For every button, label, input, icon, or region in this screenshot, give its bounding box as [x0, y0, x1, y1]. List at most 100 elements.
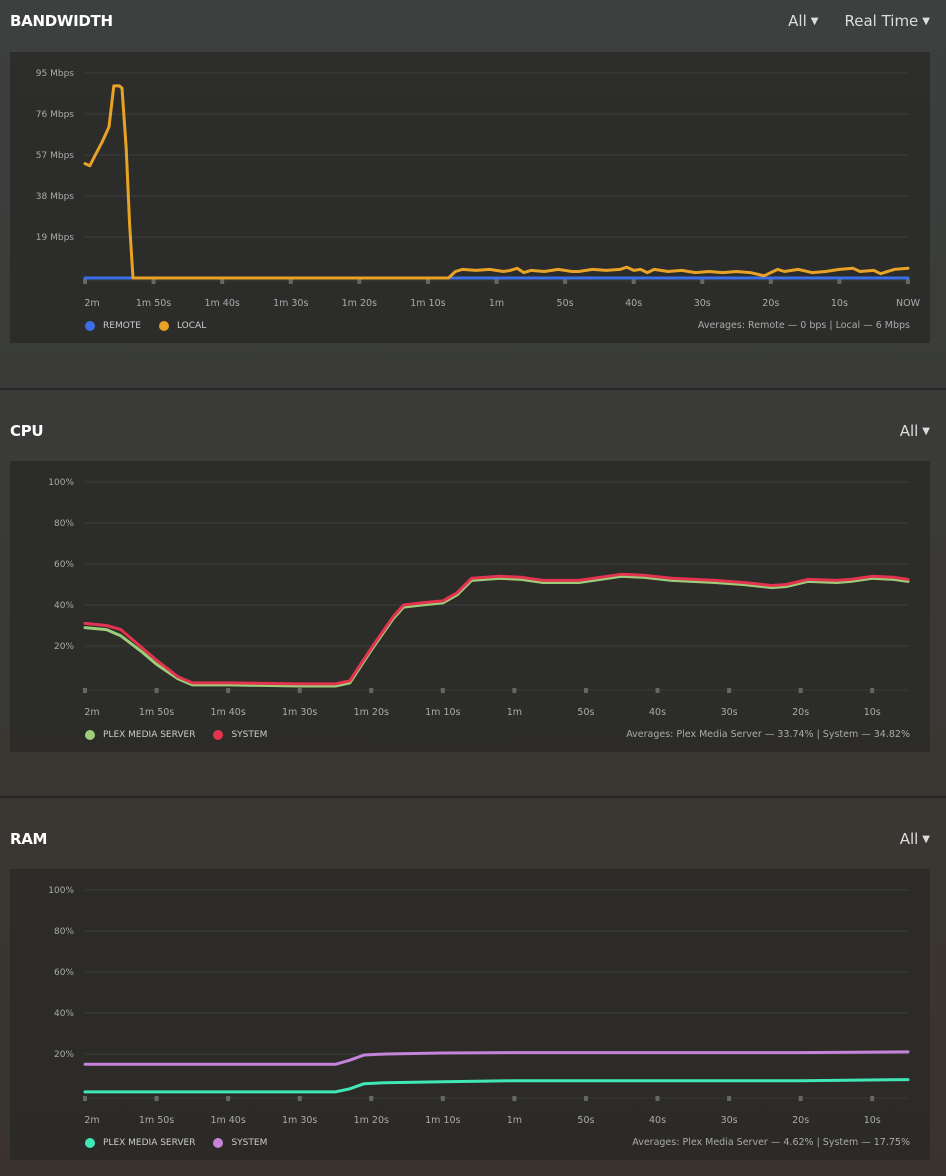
x-tick-mark	[297, 688, 302, 693]
cpu-section: CPU All ▼ 20% 40% 60% 80% 100% 2m 1m 50s 1m 40s 1…	[0, 388, 946, 796]
legend-dot	[85, 1138, 95, 1148]
x-tick-mark	[425, 279, 430, 284]
x-tick-label: 10s	[831, 298, 848, 309]
legend-plex[interactable]: PLEX MEDIA SERVER	[85, 1138, 195, 1148]
legend-remote[interactable]: REMOTE	[85, 321, 141, 331]
section-title: RAM	[10, 830, 48, 848]
averages-text: Averages: Remote — 0 bps | Local — 6 Mbp…	[697, 320, 910, 331]
dropdown-label: Real Time	[844, 12, 919, 30]
x-tick-label: 2m	[84, 298, 99, 309]
section-title: BANDWIDTH	[10, 12, 113, 30]
series-line-system	[83, 1050, 910, 1066]
x-tick-label: 1m 50s	[139, 1115, 174, 1126]
x-tick-label: 1m 40s	[204, 298, 239, 309]
x-tick-label: 1m 30s	[282, 1115, 317, 1126]
filter-dropdown[interactable]: All ▼	[788, 12, 818, 30]
x-tick-mark	[83, 688, 87, 693]
legend-dot	[213, 1138, 224, 1148]
x-tick-label: 1m 50s	[139, 707, 174, 718]
x-tick-mark	[83, 1096, 87, 1101]
x-tick-label: 1m 30s	[273, 298, 308, 309]
section-title: CPU	[10, 422, 44, 440]
bandwidth-chart: 19 Mbps 38 Mbps 57 Mbps 76 Mbps 95 Mbps 2m 1m …	[10, 52, 930, 343]
x-tick-mark	[512, 1096, 517, 1101]
x-tick-mark	[154, 688, 159, 693]
x-tick-mark	[563, 279, 568, 284]
x-tick-mark	[226, 1096, 231, 1101]
x-tick-mark	[369, 688, 374, 693]
series-line-local	[83, 84, 910, 280]
x-tick-mark	[727, 688, 732, 693]
legend-label: REMOTE	[103, 321, 141, 331]
x-tick-label: 1m 20s	[354, 707, 389, 718]
legend-dot	[213, 730, 224, 740]
series-line-plex-media-server	[83, 1078, 910, 1094]
legend-dot	[158, 321, 169, 331]
x-tick-label: 10s	[864, 707, 881, 718]
timespan-dropdown[interactable]: Real Time ▼	[844, 12, 930, 30]
y-tick-label: 100%	[48, 478, 74, 488]
ram-section: RAM All ▼ 20% 40% 60% 80% 100% 2m 1m 50s 1m 40s 1…	[0, 796, 946, 1176]
x-tick-mark	[906, 279, 910, 284]
legend-system[interactable]: SYSTEM	[213, 1138, 267, 1148]
dropdown-label: All	[788, 12, 807, 30]
legend-system[interactable]: SYSTEM	[213, 730, 267, 740]
x-tick-label: 20s	[792, 707, 809, 718]
averages-text: Averages: Plex Media Server — 33.74% | S…	[626, 729, 910, 740]
legend-local[interactable]: LOCAL	[158, 321, 206, 331]
x-tick-mark	[727, 1096, 732, 1101]
y-tick-label: 19 Mbps	[36, 233, 75, 243]
y-tick-label: 57 Mbps	[36, 151, 75, 161]
x-tick-label: 1m	[507, 1115, 522, 1126]
y-tick-label: 20%	[54, 1050, 74, 1060]
x-tick-label: 40s	[649, 1115, 666, 1126]
y-tick-label: 60%	[54, 560, 74, 570]
filter-dropdown[interactable]: All ▼	[900, 422, 930, 440]
ram-chart: 20% 40% 60% 80% 100% 2m 1m 50s 1m 40s 1m 30s 1m 2…	[10, 869, 930, 1160]
x-tick-mark	[83, 279, 87, 284]
legend-dot	[85, 321, 95, 331]
caret-down-icon: ▼	[922, 833, 930, 845]
bandwidth-section: BANDWIDTH All ▼ Real Time ▼ 19 Mbps 38 Mbps…	[0, 0, 946, 388]
x-tick-label: 30s	[694, 298, 711, 309]
cpu-chart: 20% 40% 60% 80% 100% 2m 1m 50s 1m 40s 1m 30s 1m 2…	[10, 461, 930, 752]
x-tick-label: 2m	[84, 1115, 99, 1126]
x-tick-label: 20s	[762, 298, 779, 309]
legend-label: SYSTEM	[231, 1138, 268, 1148]
filter-dropdown[interactable]: All ▼	[900, 830, 930, 848]
x-tick-label: 1m 20s	[342, 298, 377, 309]
x-tick-mark	[768, 279, 773, 284]
y-tick-label: 60%	[54, 968, 74, 978]
x-tick-label: 10s	[864, 1115, 881, 1126]
x-tick-label: 1m 10s	[425, 707, 460, 718]
chart-svg: 20% 40% 60% 80% 100% 2m 1m 50s 1m 40s 1m 30s 1m 2…	[48, 886, 910, 1126]
series-line-system	[83, 572, 910, 686]
x-tick-mark	[583, 1096, 588, 1101]
x-tick-label: 20s	[792, 1115, 809, 1126]
chart-svg: 20% 40% 60% 80% 100% 2m 1m 50s 1m 40s 1m 30s 1m 2…	[48, 478, 910, 718]
x-tick-label: 1m 50s	[136, 298, 171, 309]
x-tick-mark	[631, 279, 636, 284]
x-tick-mark	[440, 688, 445, 693]
y-tick-label: 40%	[54, 1009, 74, 1019]
legend-label: SYSTEM	[231, 730, 268, 740]
legend-plex[interactable]: PLEX MEDIA SERVER	[85, 730, 195, 740]
x-tick-mark	[440, 1096, 445, 1101]
caret-down-icon: ▼	[922, 15, 930, 27]
x-tick-mark	[369, 1096, 374, 1101]
series-line-plex-media-server	[83, 574, 910, 688]
x-tick-mark	[870, 1096, 875, 1101]
x-tick-mark	[700, 279, 705, 284]
dropdown-label: All	[899, 830, 919, 848]
x-tick-label: 1m 30s	[282, 707, 317, 718]
x-tick-mark	[297, 1096, 302, 1101]
legend-dot	[85, 730, 95, 740]
y-tick-label: 80%	[54, 519, 74, 529]
x-tick-label: 50s	[577, 1115, 594, 1126]
x-tick-mark	[837, 279, 842, 284]
y-tick-label: 100%	[48, 886, 74, 896]
x-tick-label: 1m 10s	[425, 1115, 460, 1126]
x-tick-mark	[288, 279, 293, 284]
x-tick-label: 30s	[721, 1115, 738, 1126]
y-tick-label: 95 Mbps	[36, 69, 75, 79]
